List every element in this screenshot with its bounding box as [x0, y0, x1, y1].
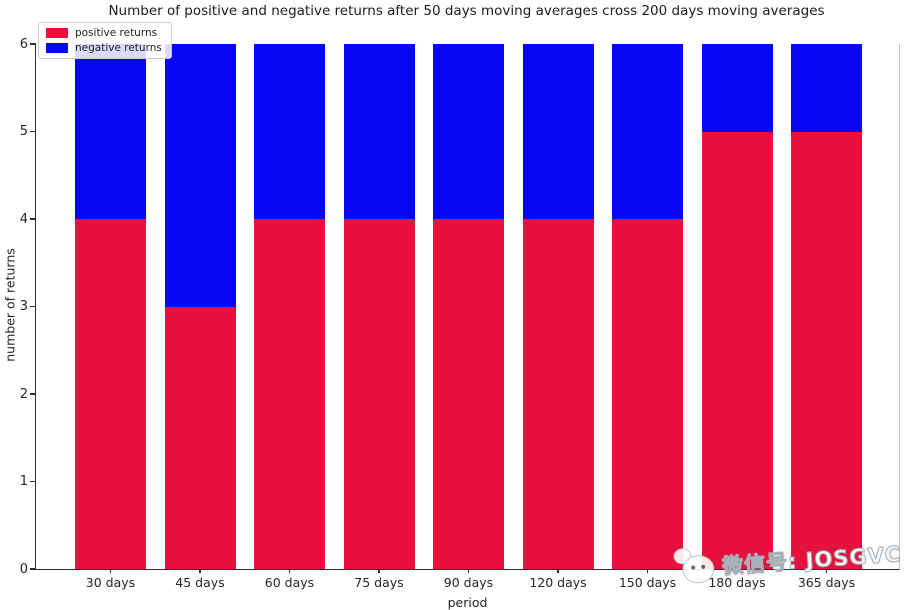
legend: positive returns negative returns: [38, 22, 172, 59]
y-tick-mark: [30, 43, 36, 45]
x-tick-label: 120 days: [529, 575, 587, 590]
y-tick-label: 2: [19, 386, 28, 402]
bar-segment-positive-150-days: [612, 219, 683, 569]
negative-swatch-icon: [46, 42, 68, 53]
watermark-text: 微信号: JOSGVC: [721, 542, 903, 579]
chart-title: Number of positive and negative returns …: [108, 3, 825, 19]
y-tick-mark: [30, 568, 36, 570]
legend-label-negative: negative returns: [75, 41, 162, 54]
bar-segment-positive-180-days: [701, 131, 773, 569]
x-tick-label: 30 days: [85, 575, 136, 590]
x-tick-label: 365 days: [797, 575, 856, 590]
bar-segment-negative-365-days: [791, 44, 862, 132]
bar-segment-negative-90-days: [433, 44, 504, 219]
bar-segment-positive-90-days: [433, 219, 504, 569]
y-tick-label: 6: [19, 36, 28, 52]
bar-segment-negative-180-days: [701, 44, 773, 132]
x-tick-mark: [109, 569, 112, 573]
y-tick-mark: [30, 305, 36, 308]
x-tick-mark: [736, 569, 738, 573]
y-tick-mark: [30, 130, 36, 133]
legend-item-negative: negative returns: [46, 41, 162, 54]
y-tick-label: 3: [19, 299, 28, 314]
x-tick-label: 180 days: [708, 575, 766, 590]
bar-segment-positive-365-days: [791, 131, 862, 569]
y-tick-label: 4: [19, 211, 28, 227]
bar-segment-negative-30-days: [75, 44, 146, 219]
x-tick-mark: [646, 569, 649, 573]
x-axis-label: period: [447, 595, 488, 610]
y-tick-mark: [30, 218, 36, 220]
y-tick-label: 5: [19, 124, 28, 139]
bar-segment-negative-45-days: [164, 44, 236, 307]
x-tick-mark: [467, 569, 470, 573]
bar-segment-positive-75-days: [343, 219, 415, 569]
legend-item-positive: positive returns: [46, 28, 162, 39]
bar-segment-positive-45-days: [164, 306, 236, 569]
y-tick-label: 1: [19, 474, 28, 489]
plot-area: 0 1 2 3 4 5 6 30 days 45 days 60 days 75 days 90 d…: [20, 38, 900, 610]
bar-segment-positive-30-days: [75, 219, 146, 569]
bar-segment-negative-150-days: [612, 44, 683, 219]
x-tick-mark: [825, 569, 828, 573]
bar-segment-negative-120-days: [522, 44, 594, 219]
x-tick-label: 75 days: [354, 575, 404, 590]
legend-label-positive: positive returns: [75, 27, 158, 39]
x-tick-label: 60 days: [264, 575, 315, 590]
x-tick-mark: [557, 569, 559, 573]
bar-segment-negative-75-days: [343, 44, 415, 219]
y-tick-mark: [30, 393, 36, 395]
positive-swatch-icon: [46, 28, 68, 39]
x-tick-mark: [199, 569, 201, 573]
x-tick-mark: [288, 569, 291, 573]
y-tick-mark: [30, 480, 36, 483]
bar-segment-positive-120-days: [522, 219, 594, 569]
y-tick-label: 0: [19, 561, 28, 577]
bar-segment-positive-60-days: [254, 219, 325, 569]
y-axis-label: number of returns: [2, 248, 18, 362]
wechat-mascot-icon: [671, 546, 720, 589]
bar-segment-negative-60-days: [254, 44, 325, 219]
x-tick-label: 45 days: [175, 575, 225, 590]
x-tick-label: 150 days: [618, 575, 677, 590]
x-tick-mark: [378, 569, 380, 573]
x-tick-label: 90 days: [443, 575, 494, 590]
